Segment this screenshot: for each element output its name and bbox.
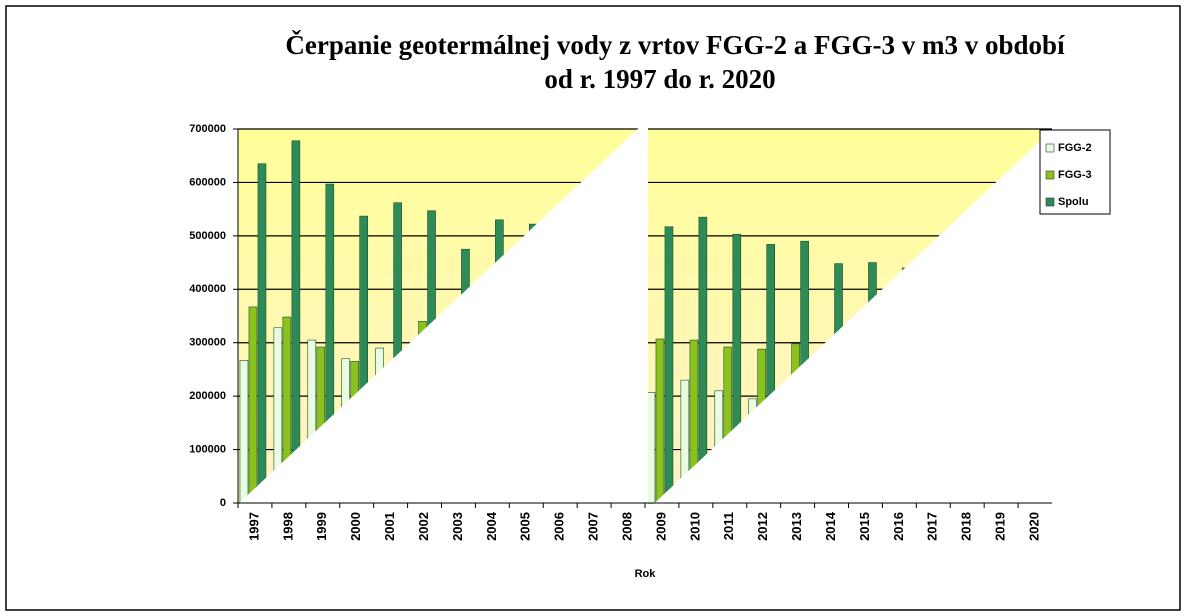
bar [239,360,249,504]
x-tick-label: 2014 [823,511,838,541]
occlusion [645,124,1058,512]
y-tick-label: 300000 [189,337,226,349]
legend-label: Spolu [1058,196,1089,208]
x-tick-label: 2010 [687,512,702,541]
chart-subtitle: od r. 1997 do r. 2020 [544,64,775,94]
legend-label: FGG-2 [1058,142,1092,154]
x-tick-label: 2018 [959,512,974,541]
x-tick-label: 2019 [993,512,1008,541]
x-tick-label: 2001 [382,512,397,541]
x-tick-label: 2020 [1026,512,1041,541]
y-tick-label: 200000 [189,390,226,402]
x-tick-label: 2009 [653,512,668,541]
legend-swatch [1045,170,1055,180]
x-tick-label: 2002 [416,512,431,541]
x-tick-label: 1997 [246,512,261,541]
legend-label: FGG-3 [1058,169,1092,181]
x-tick-label: 2008 [619,512,634,541]
x-tick-label: 2011 [721,512,736,540]
y-tick-label: 400000 [189,283,226,295]
x-tick-label: 2012 [755,512,770,541]
x-tick-label: 1998 [280,512,295,541]
labels: 0 100000 200000 300000 400000 500000 600000 700… [189,123,1091,541]
bar [257,163,267,504]
occlusion [236,124,648,506]
x-axis-label: Rok [635,568,657,580]
bar [248,306,258,504]
bar [655,338,665,504]
y-tick-label: 100000 [189,443,226,455]
x-tick-label: 2006 [552,512,567,541]
bar [664,226,674,504]
x-tick-label: 2015 [857,512,872,541]
x-tick-label: 2017 [925,512,940,541]
legend-swatch [1045,197,1055,207]
x-tick-label: 1999 [314,512,329,541]
x-tick-label: 2003 [450,512,465,541]
bar [646,392,656,504]
y-tick-label: 0 [220,497,226,509]
legend-swatch [1045,143,1055,153]
x-tick-label: 2016 [891,512,906,541]
x-tick-label: 2013 [789,512,804,541]
x-tick-label: 2005 [518,512,533,541]
x-tick-label: 2000 [348,512,363,541]
y-tick-label: 700000 [189,123,226,135]
chart-title: Čerpanie geotermálnej vody z vrtov FGG-2… [285,30,1065,60]
y-tick-label: 600000 [189,176,226,188]
y-tick-label: 500000 [189,230,226,242]
x-tick-label: 2004 [484,511,499,541]
x-tick-label: 2007 [586,512,601,541]
